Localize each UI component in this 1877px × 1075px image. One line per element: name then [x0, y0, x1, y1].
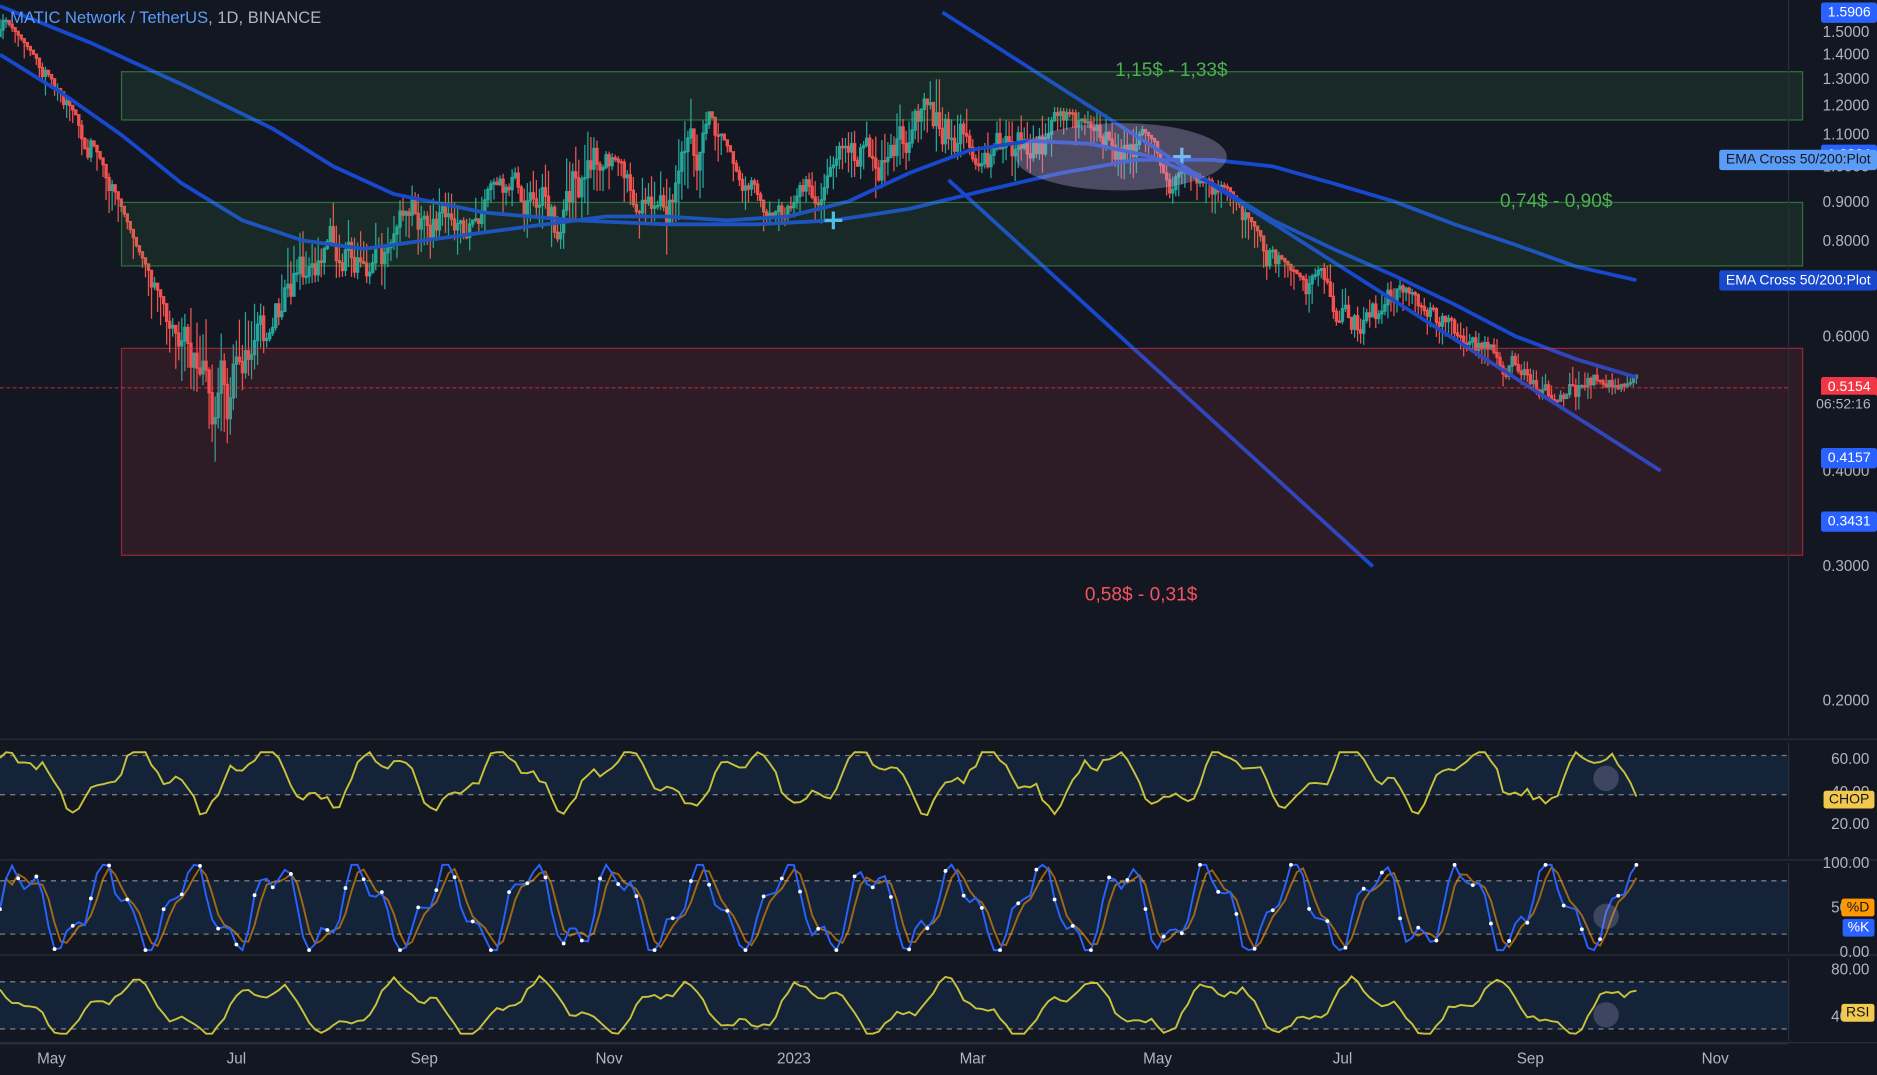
rsi-name-badge: RSI	[1841, 1004, 1875, 1022]
stoch-marker	[1593, 904, 1618, 929]
stoch-tick: 100.00	[1823, 854, 1870, 872]
chop-axis[interactable]: 20.0040.0060.00CHOP	[1788, 742, 1877, 856]
interval[interactable]: 1D	[217, 8, 238, 27]
zone-label: 0,74$ - 0,90$	[1500, 190, 1613, 212]
price-tick: 1.1000	[1823, 126, 1870, 144]
chop-panel[interactable]	[0, 742, 1788, 856]
stoch-k-badge: %K	[1842, 919, 1874, 937]
stoch-panel[interactable]	[0, 863, 1788, 952]
price-tick: 0.9000	[1823, 192, 1870, 210]
chop-tick: 20.00	[1831, 815, 1869, 833]
last-price-line	[0, 387, 1788, 388]
price-badge: 0.4157	[1821, 448, 1877, 468]
chop-marker	[1593, 766, 1618, 791]
price-tick: 0.6000	[1823, 327, 1870, 345]
green-zone[interactable]	[121, 72, 1803, 120]
time-axis[interactable]: May Jul Sep Nov 2023 Mar May Jul Sep Nov	[0, 1043, 1788, 1075]
price-tick: 0.8000	[1823, 232, 1870, 250]
price-badge: 1.0364	[1821, 144, 1877, 164]
zone-label: 1,15$ - 1,33$	[1115, 59, 1228, 81]
symbol-name[interactable]: MATIC Network / TetherUS	[10, 8, 208, 27]
chart-title: MATIC Network / TetherUS, 1D, BINANCE	[10, 8, 321, 27]
price-panel[interactable]: 1,15$ - 1,33$ 0,74$ - 0,90$ 0,58$ - 0,31$	[0, 0, 1788, 736]
time-tick: May	[37, 1050, 66, 1068]
time-tick: Jul	[227, 1050, 247, 1068]
price-tick: 1.2000	[1823, 97, 1870, 115]
rsi-panel[interactable]	[0, 958, 1788, 1040]
time-tick: Nov	[1702, 1050, 1729, 1068]
chop-name-badge: CHOP	[1824, 791, 1875, 809]
time-tick: Mar	[960, 1050, 986, 1068]
price-tick: 1.4000	[1823, 46, 1870, 64]
highlight-ellipse[interactable]	[1015, 123, 1227, 191]
price-tick: 1.5000	[1823, 23, 1870, 41]
price-tick: 0.7000	[1823, 276, 1870, 294]
time-tick: 2023	[777, 1050, 811, 1068]
price-tick: 0.2000	[1823, 692, 1870, 710]
stoch-d-badge: %D	[1842, 899, 1875, 917]
chop-tick: 60.00	[1831, 750, 1869, 768]
price-badge: 06:52:16	[1810, 394, 1877, 414]
time-tick: Sep	[1517, 1050, 1544, 1068]
price-tick: 1.3000	[1823, 70, 1870, 88]
exchange: BINANCE	[248, 8, 322, 27]
time-tick: Sep	[411, 1050, 438, 1068]
time-tick: Jul	[1333, 1050, 1353, 1068]
price-badge: 0.3431	[1821, 512, 1877, 532]
stoch-axis[interactable]: 0.0050.00100.00%D%K	[1788, 863, 1877, 952]
time-tick: Nov	[596, 1050, 623, 1068]
price-tick: 0.3000	[1823, 558, 1870, 576]
rsi-marker	[1593, 1002, 1618, 1027]
red-zone[interactable]	[121, 347, 1803, 555]
price-badge: 1.5906	[1821, 2, 1877, 22]
time-tick: May	[1143, 1050, 1172, 1068]
zone-label: 0,58$ - 0,31$	[1085, 583, 1198, 605]
price-axis[interactable]: 0.20000.30000.40000.50000.60000.70000.80…	[1788, 0, 1877, 736]
rsi-tick: 80.00	[1831, 961, 1869, 979]
rsi-axis[interactable]: 40.0080.00RSI	[1788, 958, 1877, 1040]
